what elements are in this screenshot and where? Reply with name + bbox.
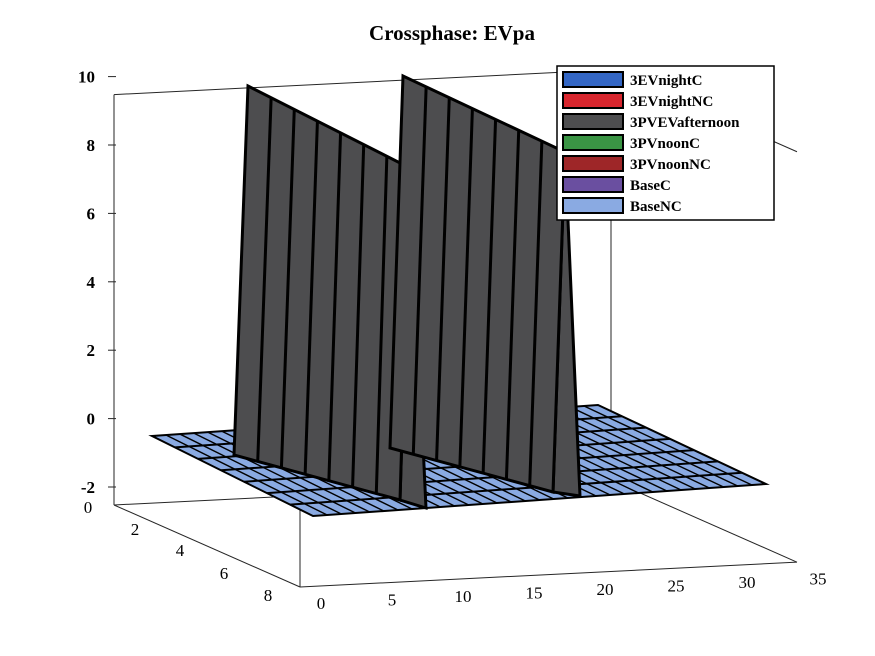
x-axis-line [299,561,798,588]
bar-wall-divider [481,119,498,474]
bar-wall-divider [374,156,389,494]
legend-swatch-3PVEVafternoon [562,113,624,130]
legend-label-3PVnoonC: 3PVnoonC [630,136,700,152]
bar-walls [232,73,582,511]
y-tick-label: 8 [264,586,273,605]
legend: 3EVnightC 3EVnightNC 3PVEVafternoon 3PVnoon… [556,65,775,221]
bar-wall-2 [388,73,582,498]
floor-col-line [165,434,328,516]
bar-wall-divider [279,109,296,468]
floor-col-line [193,432,356,514]
y-tick-label: 4 [176,541,185,560]
x-tick-label: 0 [317,594,326,613]
bar-wall-divider [256,97,273,462]
legend-swatch-3EVnightNC [562,92,624,109]
z-tick-label: -2 [81,478,95,497]
bar-wall-divider [504,130,521,480]
z-tick-label: 4 [87,273,96,292]
x-tick-label: 35 [810,570,827,589]
y-tick-label: 0 [84,498,93,517]
box-right-bottom [610,479,798,563]
bar-wall-divider [528,141,544,486]
x-tick-label: 10 [455,587,472,606]
legend-swatch-3PVnoonC [562,134,624,151]
legend-label-3PVEVafternoon: 3PVEVafternoon [630,115,740,131]
bar-wall-divider [435,97,451,461]
x-tick-label: 15 [526,584,543,603]
legend-label-3EVnightC: 3EVnightC [630,73,703,89]
bar-wall-divider [458,108,474,467]
legend-label-3EVnightNC: 3EVnightNC [630,94,713,110]
floor-col-line [179,433,342,515]
z-tick-label: 10 [78,68,95,87]
bar-wall-divider [351,144,366,488]
bar-wall-divider [327,132,343,481]
floor-col-line [583,405,753,486]
x-tick-label: 20 [597,580,614,599]
legend-label-BaseC: BaseC [630,178,671,194]
legend-swatch-BaseNC [562,197,624,214]
legend-swatch-BaseC [562,176,624,193]
bar-wall-divider [411,86,428,455]
bar-wall-face [388,73,567,494]
floor-col-line [569,406,738,487]
y-tick-label: 6 [220,564,229,583]
legend-label-BaseNC: BaseNC [630,199,682,215]
chart-title: Crossphase: EVpa [369,21,535,45]
legend-swatch-3EVnightC [562,71,624,88]
y-tick-label: 2 [131,520,140,539]
floor-col-line [555,407,724,488]
legend-label-3PVnoonNC: 3PVnoonNC [630,157,711,173]
x-tick-label: 30 [739,573,756,592]
box-back-top [113,69,612,96]
z-tick-label: 8 [87,136,96,155]
y-axis-line [113,504,301,588]
z-tick-label: 0 [87,410,96,429]
bar-wall-face [232,83,412,502]
bar-wall-divider [303,121,319,475]
x-tick-label: 5 [388,591,397,610]
legend-swatch-3PVnoonNC [562,155,624,172]
z-tick-label: 6 [87,204,96,223]
x-tick-label: 25 [668,577,685,596]
z-tick-label: 2 [87,341,96,360]
